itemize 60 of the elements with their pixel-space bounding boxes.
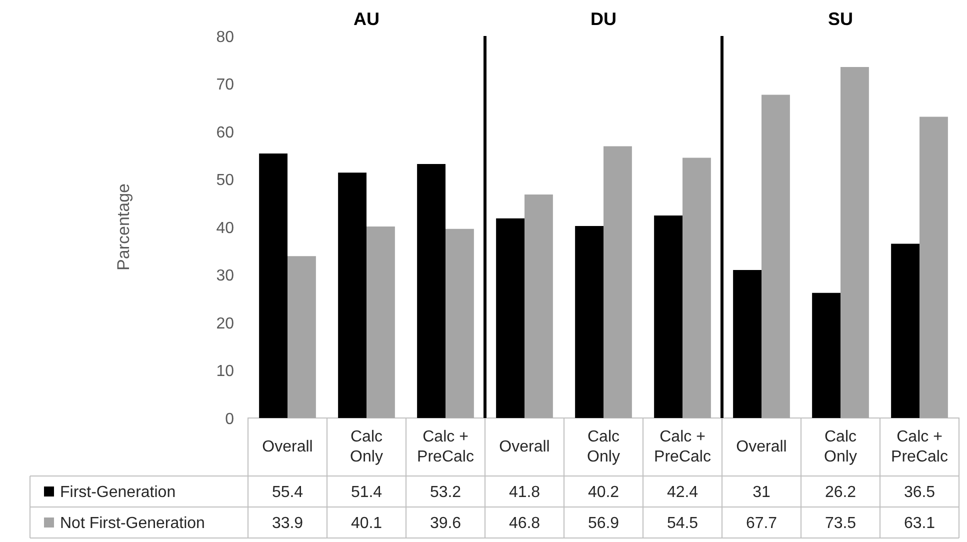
data-label: 26.2 — [824, 484, 856, 501]
data-label: 73.5 — [824, 514, 856, 532]
data-label: 33.9 — [272, 514, 304, 532]
data-label: 56.9 — [588, 514, 620, 532]
bar — [288, 256, 316, 418]
text: SU — [828, 8, 854, 29]
bar — [575, 226, 604, 418]
text: AU — [354, 8, 380, 29]
bar — [604, 146, 632, 418]
y-tick-label: 40 — [216, 220, 234, 237]
bar — [366, 226, 395, 418]
bar — [762, 94, 790, 418]
y-tick-label: 80 — [216, 28, 234, 46]
y-tick-label: 50 — [216, 172, 234, 190]
bar — [446, 228, 474, 418]
legend-label: Not First-Generation — [60, 514, 205, 532]
bar — [812, 292, 840, 418]
data-label: 55.4 — [272, 484, 304, 501]
bar — [920, 116, 948, 418]
x-tick-label: Calc + PreCalc — [654, 428, 711, 466]
x-tick-label: Overall — [736, 438, 787, 456]
x-tick-label: Calc Only — [824, 428, 857, 466]
y-tick-label: 20 — [216, 315, 234, 332]
legend-label: First-Generation — [60, 484, 176, 501]
x-tick-label: Calc + PreCalc — [891, 428, 948, 466]
y-tick-label: 70 — [216, 76, 234, 94]
bar — [524, 194, 553, 418]
y-tick-label: 60 — [216, 124, 234, 142]
bar — [840, 67, 869, 418]
x-tick-label: Calc Only — [587, 428, 620, 466]
bar — [338, 172, 366, 418]
data-label: 67.7 — [746, 514, 778, 532]
bar — [417, 164, 446, 418]
data-label: 40.2 — [588, 484, 620, 501]
x-tick-label: Overall — [262, 438, 313, 456]
bar — [496, 218, 524, 418]
data-label: 36.5 — [904, 484, 936, 501]
bar — [733, 270, 762, 418]
data-label: 31 — [752, 484, 770, 501]
x-tick-label: Calc Only — [350, 428, 383, 466]
data-label: 53.2 — [430, 484, 462, 501]
data-label: 40.1 — [350, 514, 382, 532]
x-tick-label: Overall — [499, 438, 550, 456]
bar — [259, 153, 288, 418]
data-label: 54.5 — [666, 514, 698, 532]
y-tick-label: 10 — [216, 363, 234, 380]
data-label: 42.4 — [666, 484, 698, 501]
bar — [891, 244, 920, 418]
y-axis-title: Parcentage — [114, 184, 133, 270]
y-tick-label: 0 — [225, 410, 234, 428]
data-label: 39.6 — [430, 514, 462, 532]
bar — [654, 216, 682, 418]
data-label: 46.8 — [508, 514, 540, 532]
data-label: 41.8 — [508, 484, 540, 501]
bar — [682, 158, 711, 418]
x-tick-label: Calc + PreCalc — [417, 428, 474, 466]
text: DU — [590, 8, 616, 29]
data-label: 63.1 — [904, 514, 936, 532]
data-label: 51.4 — [350, 484, 382, 501]
y-tick-label: 30 — [216, 268, 234, 285]
